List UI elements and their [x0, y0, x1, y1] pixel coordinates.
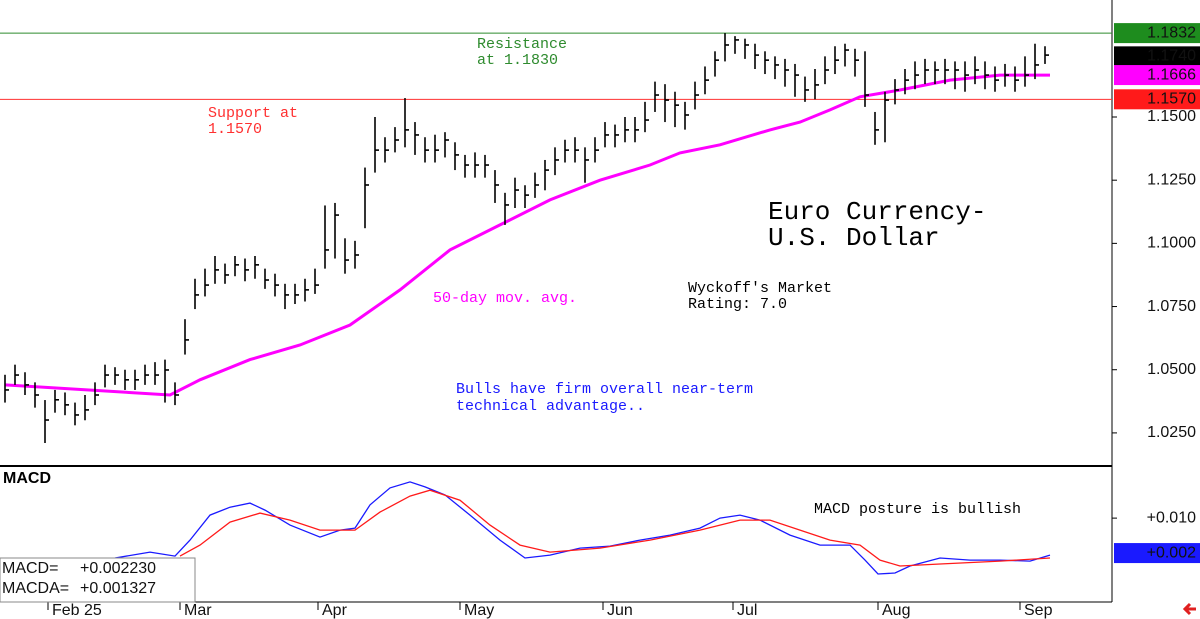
rating-note: Rating: 7.0: [688, 296, 787, 313]
readout-value: +0.001327: [80, 580, 156, 597]
x-tick-label: Sep: [1024, 602, 1053, 619]
readout-value: +0.002230: [80, 560, 156, 577]
chart-title: U.S. Dollar: [768, 223, 940, 253]
price-box: [1114, 46, 1200, 67]
x-tick-label: Feb 25: [52, 602, 102, 619]
readout-name: MACD=: [2, 560, 58, 577]
support-note: Support at: [208, 105, 298, 122]
macd-line: [179, 489, 1051, 567]
y-tick-label: 1.1500: [1147, 108, 1196, 125]
x-tick-label: Apr: [322, 602, 348, 619]
support-note: 1.1570: [208, 121, 262, 138]
price-box-label: 1.1740: [1147, 48, 1196, 65]
price-box-label: 1.1570: [1147, 91, 1196, 108]
ma-label: 50-day mov. avg.: [433, 290, 577, 307]
x-tick-label: Jul: [737, 602, 757, 619]
y-tick-label: 1.0500: [1147, 361, 1196, 378]
macd-value-label: +0.002: [1147, 544, 1196, 561]
resistance-note: at 1.1830: [477, 52, 558, 69]
macd-y-tick-label: +0.010: [1147, 509, 1196, 526]
macd-note: MACD posture is bullish: [814, 501, 1021, 518]
price-box-label: 1.1832: [1147, 24, 1196, 41]
x-tick-label: May: [464, 602, 494, 619]
outlook-note: technical advantage..: [456, 398, 645, 415]
outlook-note: Bulls have firm overall near-term: [456, 381, 753, 398]
chart-title: Euro Currency-: [768, 197, 986, 227]
macd-line: [114, 481, 1051, 575]
readout-name: MACDA=: [2, 580, 69, 597]
x-tick-label: Jun: [607, 602, 633, 619]
readout-box: [0, 557, 196, 603]
price-box: [1114, 89, 1200, 110]
x-tick-label: Aug: [882, 602, 910, 619]
y-tick-label: 1.0750: [1147, 298, 1196, 315]
rating-note: Wyckoff's Market: [688, 280, 832, 297]
nav-arrow: [1182, 602, 1196, 616]
price-box-label: 1.1666: [1147, 66, 1196, 83]
resistance-note: Resistance: [477, 36, 567, 53]
price-box: [1114, 65, 1200, 86]
y-tick-label: 1.1000: [1147, 235, 1196, 252]
y-tick-label: 1.0250: [1147, 424, 1196, 441]
macd-value-box: [1114, 543, 1200, 564]
x-tick-label: Mar: [184, 602, 212, 619]
y-tick-label: 1.1250: [1147, 171, 1196, 188]
moving-average: [4, 73, 1050, 397]
macd-title: MACD: [3, 470, 51, 487]
price-box: [1114, 23, 1200, 44]
